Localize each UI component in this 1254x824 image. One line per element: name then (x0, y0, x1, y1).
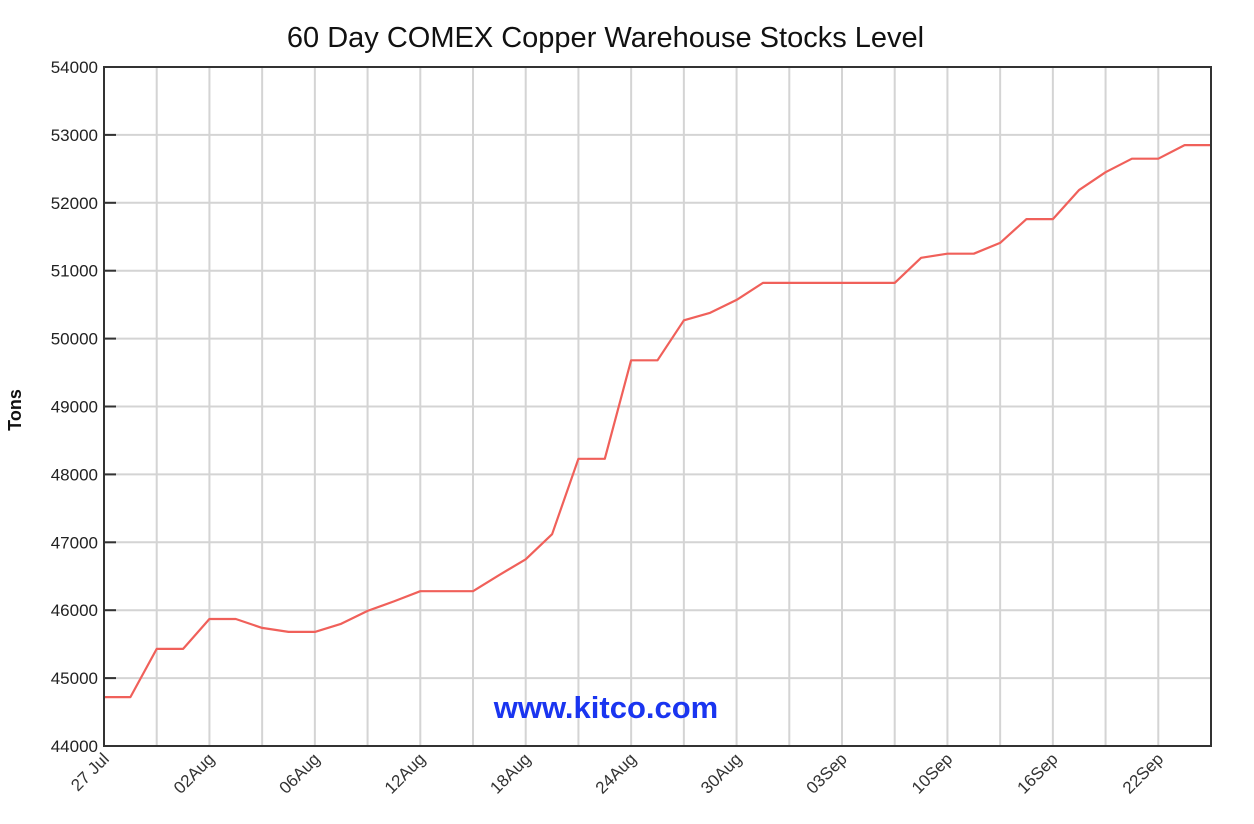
y-tick-label: 47000 (51, 533, 98, 552)
y-tick-label: 54000 (51, 58, 98, 77)
series-line (104, 144, 1211, 699)
x-tick-label: 22Sep (1119, 749, 1167, 797)
y-tick-label: 50000 (51, 330, 98, 349)
y-tick-label: 48000 (51, 465, 98, 484)
y-axis-ticks: 44000 45000 46000 47000 48000 49000 50000 51000… (51, 58, 116, 756)
y-tick-label: 46000 (51, 601, 98, 620)
x-tick-label: 24Aug (592, 749, 640, 797)
y-tick-label: 44000 (51, 737, 98, 756)
x-tick-label: 18Aug (486, 749, 534, 797)
x-tick-label: 12Aug (381, 749, 429, 797)
watermark: www.kitco.com (493, 690, 719, 725)
y-axis-label: Tons (5, 389, 25, 431)
x-tick-label: 27 Jul (67, 749, 113, 795)
y-tick-label: 49000 (51, 398, 98, 417)
plot-frame (103, 66, 1212, 747)
x-tick-label: 16Sep (1013, 749, 1061, 797)
x-tick-label: 02Aug (170, 749, 218, 797)
grid-lines (103, 66, 1212, 747)
y-tick-label: 51000 (51, 262, 98, 281)
chart-title: 60 Day COMEX Copper Warehouse Stocks Lev… (286, 22, 925, 54)
x-axis-ticks: 27 Jul 02Aug 06Aug 12Aug 18Aug 24Aug 30Aug 03Se… (67, 749, 1167, 797)
x-tick-label: 30Aug (697, 749, 745, 797)
y-tick-label: 53000 (51, 126, 98, 145)
y-tick-label: 45000 (51, 669, 98, 688)
x-tick-label: 10Sep (908, 749, 956, 797)
y-tick-label: 52000 (51, 194, 98, 213)
x-tick-label: 06Aug (275, 749, 323, 797)
x-tick-label: 03Sep (803, 749, 851, 797)
